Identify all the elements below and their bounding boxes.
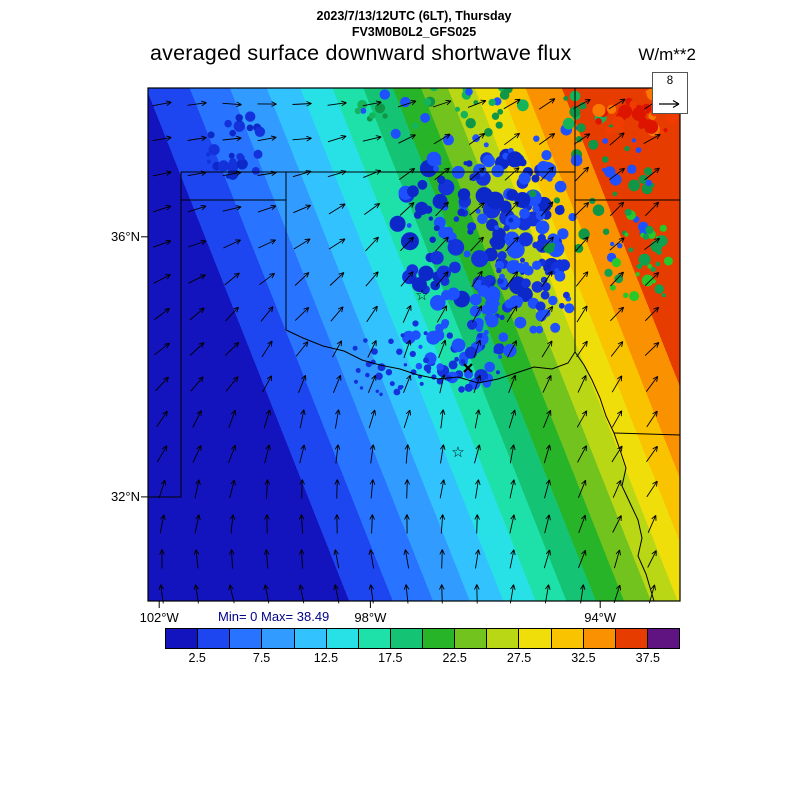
colorbar-segment — [519, 629, 552, 648]
lat-tick-label: 36°N — [110, 228, 140, 244]
colorbar-tick-label: 32.5 — [571, 651, 596, 665]
colorbar-tick-label: 27.5 — [506, 651, 532, 665]
colorbar-segment — [358, 629, 391, 648]
map-canvas: ☆☆ — [141, 87, 681, 608]
minmax-label: Min= 0 Max= 38.49 — [218, 609, 330, 624]
colorbar-segment — [647, 629, 679, 648]
lon-tick-label: 94°W — [584, 610, 617, 625]
lat-tick-label: 32°N — [110, 488, 140, 504]
map-plot: ☆ ☆ — [141, 87, 681, 608]
wind-reference-arrow-icon — [659, 99, 680, 109]
colorbar-segment — [615, 629, 648, 648]
colorbar-segment — [294, 629, 327, 648]
colorbar-segment — [262, 629, 295, 648]
colorbar-tick-label: 12.5 — [313, 651, 339, 665]
model-title: FV3M0B0L2_GFS025 — [351, 25, 477, 39]
plot-title: averaged surface downward shortwave flux — [150, 41, 572, 65]
colorbar-segment — [230, 629, 263, 648]
colorbar-segment — [390, 629, 423, 648]
svg-text:☆: ☆ — [451, 443, 464, 461]
colorbar-segment — [487, 629, 520, 648]
colorbar-segment — [326, 629, 359, 648]
title-row: averaged surface downward shortwave flux… — [150, 41, 696, 66]
wind-reference-value: 8 — [666, 75, 674, 87]
colorbar-segment — [166, 629, 199, 648]
colorbar-segment — [423, 629, 456, 648]
lon-tick-label: 98°W — [354, 610, 387, 625]
colorbar-segment — [551, 629, 584, 648]
colorbar-tick-label: 37.5 — [635, 651, 660, 665]
colorbar-segment — [198, 629, 231, 648]
wind-reference-box: 8 — [652, 72, 688, 114]
colorbar-tick-label: 2.5 — [188, 651, 206, 665]
valid-time-title: 2023/7/13/12UTC (6LT), Thursday — [316, 9, 512, 23]
lon-tick-label: 102°W — [139, 610, 179, 625]
svg-text:☆: ☆ — [415, 286, 428, 304]
colorbar-tick-label: 17.5 — [378, 651, 403, 665]
units-label: W/m**2 — [638, 45, 696, 64]
colorbar-tick-label: 22.5 — [442, 651, 467, 665]
colorbar-segment — [583, 629, 616, 648]
colorbar-tick-label: 7.5 — [252, 651, 271, 665]
colorbar-segment — [455, 629, 488, 648]
colorbar — [165, 628, 680, 649]
